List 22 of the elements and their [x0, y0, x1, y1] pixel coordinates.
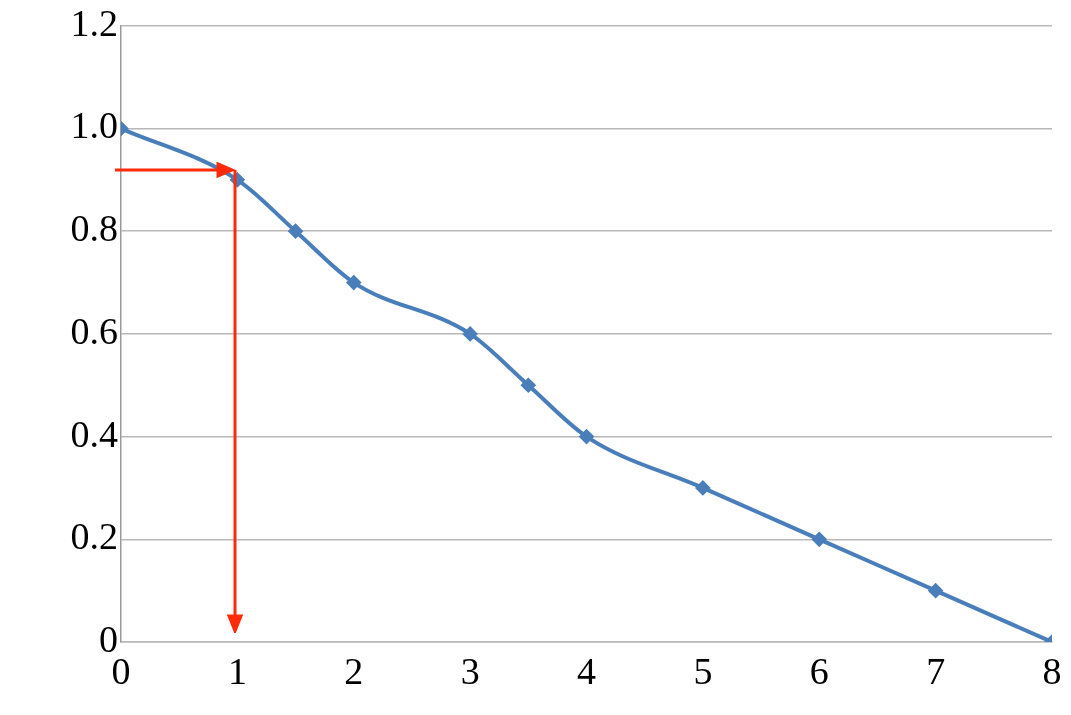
point	[695, 480, 710, 495]
y-tick-label: 0.6	[70, 309, 118, 352]
point	[812, 532, 827, 547]
x-tick-label: 5	[693, 649, 713, 692]
x-tick-label: 6	[809, 649, 829, 692]
point	[579, 429, 594, 444]
point	[521, 378, 536, 393]
point	[346, 275, 361, 290]
x-tick-label: 3	[460, 649, 480, 692]
x-tick-label: 1	[227, 649, 247, 692]
x-tick-label: 4	[577, 649, 596, 692]
y-tick-label: 1.2	[70, 1, 118, 44]
y-tick-label: 0.4	[70, 412, 118, 455]
x-tick-label: 8	[1042, 649, 1062, 692]
point	[463, 326, 478, 341]
y-tick-label: 0.8	[70, 207, 118, 250]
x-tick-label: 2	[344, 649, 364, 692]
point	[288, 224, 303, 239]
y-tick-label: 0.2	[70, 515, 118, 558]
y-tick-label: 1.0	[70, 104, 118, 147]
point	[928, 583, 943, 598]
x-tick-label: 7	[926, 649, 946, 692]
